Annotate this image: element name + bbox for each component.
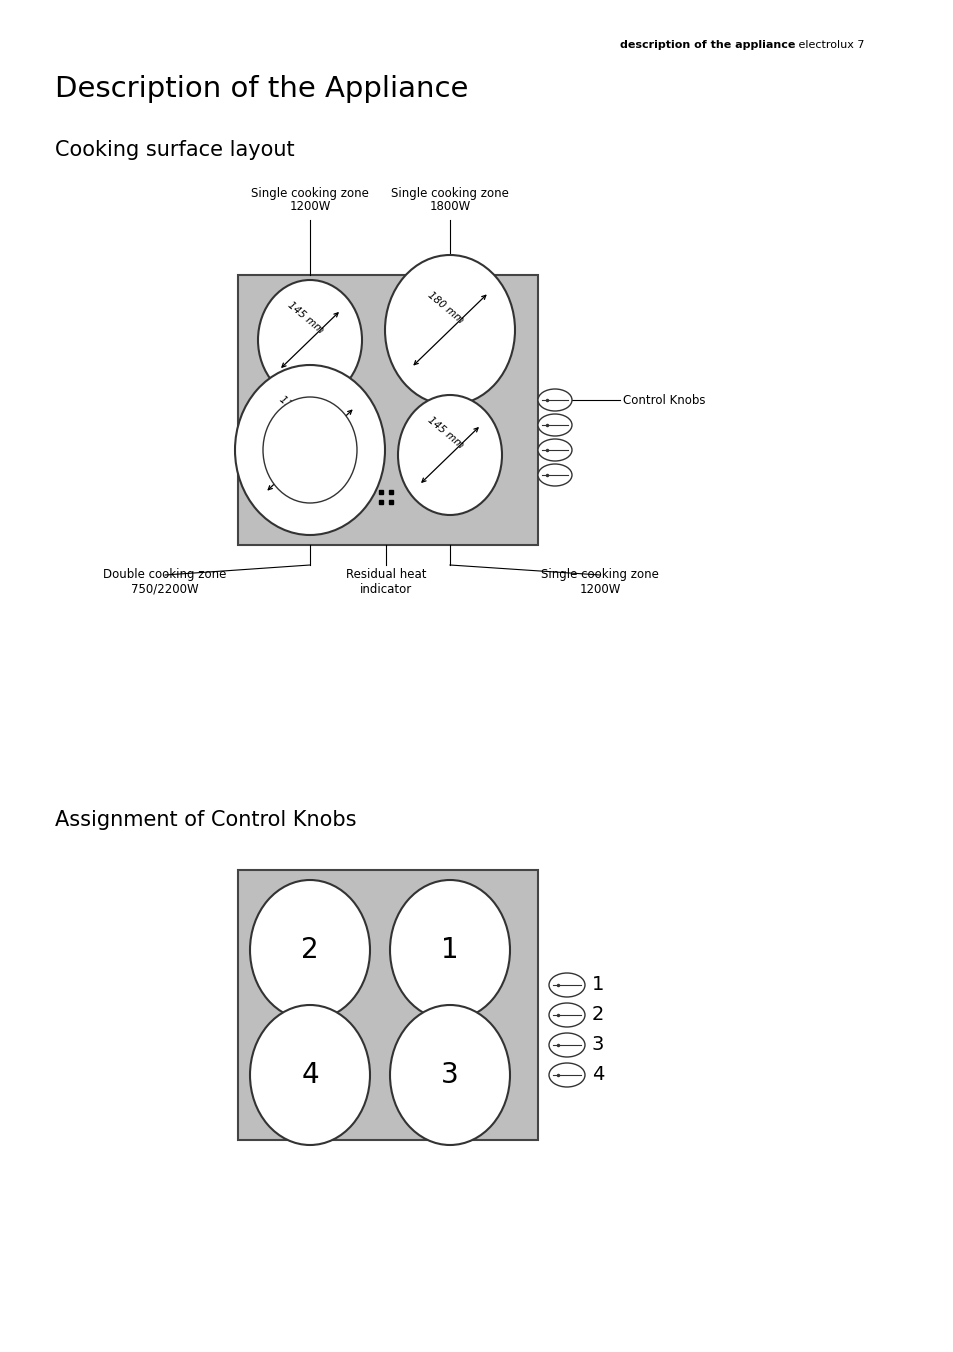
- Text: Single cooking zone: Single cooking zone: [391, 187, 508, 200]
- Text: Double cooking zone: Double cooking zone: [103, 568, 227, 581]
- Text: electrolux 7: electrolux 7: [794, 41, 863, 50]
- Ellipse shape: [385, 256, 515, 406]
- Text: indicator: indicator: [359, 583, 412, 596]
- Text: Control Knobs: Control Knobs: [622, 393, 705, 407]
- Text: 1: 1: [592, 976, 604, 995]
- Text: 4: 4: [592, 1065, 604, 1084]
- Text: Description of the Appliance: Description of the Appliance: [55, 74, 468, 103]
- Text: Single cooking zone: Single cooking zone: [251, 187, 369, 200]
- Ellipse shape: [537, 389, 572, 411]
- Ellipse shape: [390, 880, 510, 1019]
- Bar: [237, 274, 537, 545]
- Bar: [237, 869, 537, 1140]
- Ellipse shape: [257, 280, 361, 400]
- Ellipse shape: [548, 1003, 584, 1028]
- Ellipse shape: [250, 1005, 370, 1145]
- Ellipse shape: [263, 397, 356, 503]
- Ellipse shape: [537, 439, 572, 461]
- Text: 180 mm: 180 mm: [426, 289, 465, 324]
- Text: 3: 3: [440, 1061, 458, 1088]
- Text: 2: 2: [301, 936, 318, 964]
- Text: Cooking surface layout: Cooking surface layout: [55, 141, 294, 160]
- Ellipse shape: [390, 1005, 510, 1145]
- Ellipse shape: [537, 464, 572, 485]
- Ellipse shape: [234, 365, 385, 535]
- Text: Assignment of Control Knobs: Assignment of Control Knobs: [55, 810, 356, 830]
- Text: 750/2200W: 750/2200W: [132, 583, 198, 596]
- Ellipse shape: [548, 973, 584, 996]
- Text: 1200W: 1200W: [289, 200, 331, 214]
- Ellipse shape: [548, 1033, 584, 1057]
- Text: 3: 3: [592, 1036, 604, 1055]
- Ellipse shape: [537, 414, 572, 435]
- Text: 1: 1: [440, 936, 458, 964]
- Text: description of the appliance: description of the appliance: [619, 41, 794, 50]
- Ellipse shape: [250, 880, 370, 1019]
- Text: 2: 2: [592, 1006, 604, 1025]
- Ellipse shape: [397, 395, 501, 515]
- Text: 145 mm: 145 mm: [286, 299, 326, 335]
- Text: Single cooking zone: Single cooking zone: [540, 568, 659, 581]
- Text: 145 mm: 145 mm: [426, 415, 465, 450]
- Text: Residual heat: Residual heat: [345, 568, 426, 581]
- Text: 120/210 mm: 120/210 mm: [277, 395, 335, 445]
- Text: 1800W: 1800W: [429, 200, 470, 214]
- Text: 4: 4: [301, 1061, 318, 1088]
- Text: 1200W: 1200W: [578, 583, 620, 596]
- Ellipse shape: [548, 1063, 584, 1087]
